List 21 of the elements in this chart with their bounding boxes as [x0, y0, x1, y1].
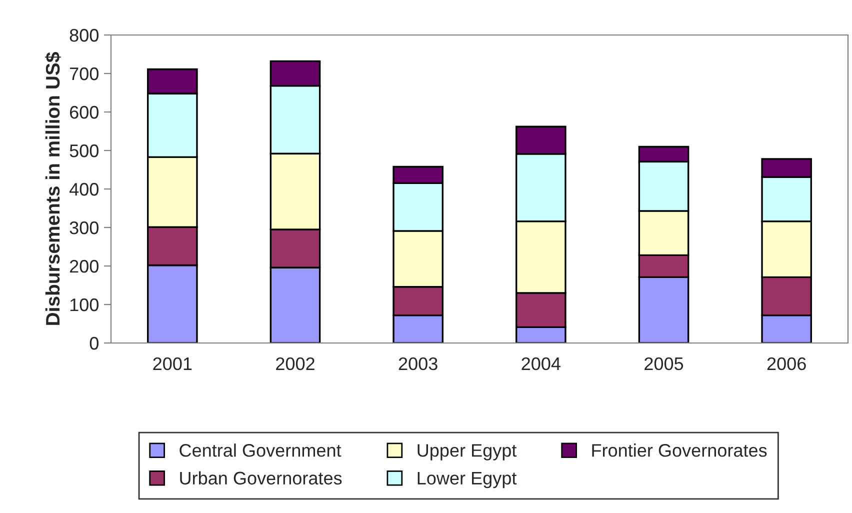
- legend-label: Lower Egypt: [418, 472, 517, 488]
- legend-label: Frontier Governorates: [592, 444, 767, 457]
- y-axis-title: Disbursements in million US$: [45, 52, 61, 325]
- x-tick-label: 2005: [644, 357, 684, 370]
- y-tick-label: 800: [70, 28, 98, 42]
- x-tick-label: 2003: [398, 357, 438, 370]
- y-tick-label: 100: [70, 298, 98, 312]
- y-tick-label: 700: [70, 67, 98, 80]
- x-tick-label: 2004: [522, 357, 560, 370]
- legend-label: Urban Governorates: [180, 471, 342, 485]
- legend-label: Central Government: [180, 444, 342, 457]
- x-tick-label: 2006: [767, 357, 806, 370]
- y-tick-label: 0: [90, 336, 98, 350]
- x-tick-label: 2001: [153, 357, 192, 370]
- x-tick-label: 2002: [276, 357, 314, 370]
- legend-label: Upper Egypt: [418, 444, 517, 460]
- y-tick-label: 600: [70, 106, 98, 119]
- y-tick-label: 500: [70, 144, 98, 158]
- y-tick-label: 400: [69, 182, 98, 196]
- y-tick-label: 300: [70, 221, 98, 234]
- y-tick-label: 200: [70, 260, 98, 273]
